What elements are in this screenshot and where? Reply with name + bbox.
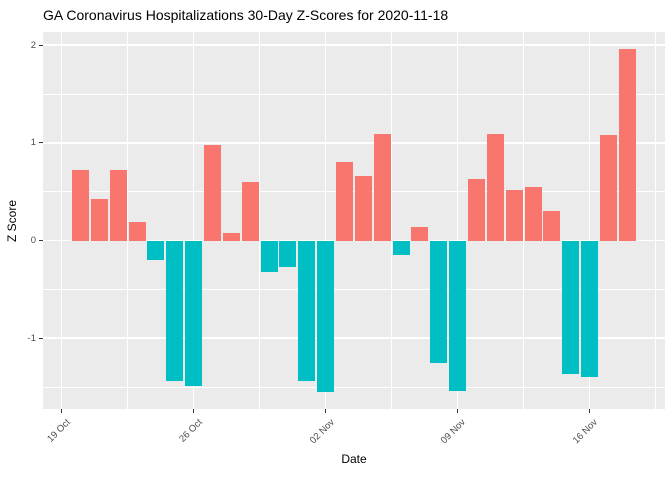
bar-2020-11-16 [581,240,599,378]
gridline-minor-h [43,289,665,290]
gridline-major-h [43,44,665,46]
bar-2020-11-11 [486,134,504,241]
bar-2020-11-04 [354,176,372,241]
chart-title: GA Coronavirus Hospitalizations 30-Day Z… [43,7,449,23]
x-tick-label: 09 Nov [439,417,469,447]
x-tick-mark [325,409,327,413]
bar-2020-11-01 [298,240,316,382]
bar-2020-11-14 [543,211,561,241]
bar-2020-10-26 [185,240,203,387]
y-tick-mark [39,142,43,144]
x-tick-mark [589,409,591,413]
bar-2020-11-03 [335,162,353,241]
bar-2020-11-09 [449,240,467,391]
y-tick-mark [39,337,43,339]
gridline-minor-v [127,32,128,409]
x-tick-label: 16 Nov [571,417,601,447]
gridline-minor-h [43,191,665,193]
y-tick-mark [39,44,43,46]
gridline-major-v [456,32,459,409]
bar-2020-11-05 [373,134,391,241]
gridline-major-h [43,337,665,339]
bar-2020-10-28 [222,232,240,241]
gridline-major-v [192,32,195,409]
y-tick-mark [39,240,43,242]
bar-2020-10-31 [279,240,297,267]
gridline-minor-v [259,32,260,409]
bar-2020-10-24 [147,240,165,261]
x-tick-label: 26 Oct [176,417,205,445]
bar-2020-11-15 [562,240,580,375]
bar-2020-10-22 [109,170,127,241]
y-tick-label: -1 [27,332,36,344]
gridline-major-v [324,32,327,409]
y-axis-title-wrap: Z Score [0,32,24,409]
bar-2020-11-06 [392,240,410,256]
gridline-major-v [60,32,63,409]
bar-2020-10-25 [166,240,184,382]
x-tick-mark [457,409,459,413]
bar-2020-11-02 [317,240,335,392]
gridline-minor-v [523,32,524,409]
bar-2020-11-10 [467,178,485,241]
y-tick-label: 1 [30,137,36,149]
x-tick-label: 19 Oct [44,417,73,445]
x-tick-label: 02 Nov [307,417,337,447]
plot-panel [43,32,665,409]
y-tick-label: 0 [30,235,36,247]
bar-2020-10-21 [90,198,108,241]
x-axis-title: Date [341,452,367,466]
bar-2020-10-20 [72,170,89,241]
gridline-minor-h [43,386,665,388]
bar-2020-11-13 [524,186,542,241]
x-tick-mark [193,409,195,413]
gridline-major-h [43,239,665,242]
bar-2020-11-08 [430,240,448,363]
bar-2020-10-29 [241,181,259,241]
gridline-minor-v [655,32,656,409]
bar-2020-10-27 [204,144,221,241]
x-tick-mark [61,409,63,413]
bar-2020-10-30 [260,240,278,272]
gridline-major-v [588,32,591,409]
bar-2020-11-18 [618,49,636,241]
bar-2020-11-12 [505,189,523,241]
y-tick-label: 2 [30,39,36,51]
bar-2020-10-23 [128,221,146,241]
bar-2020-11-17 [599,135,617,241]
gridline-major-h [43,142,665,144]
gridline-minor-h [43,93,665,95]
gridline-minor-v [391,32,392,409]
bar-2020-11-07 [411,226,429,241]
